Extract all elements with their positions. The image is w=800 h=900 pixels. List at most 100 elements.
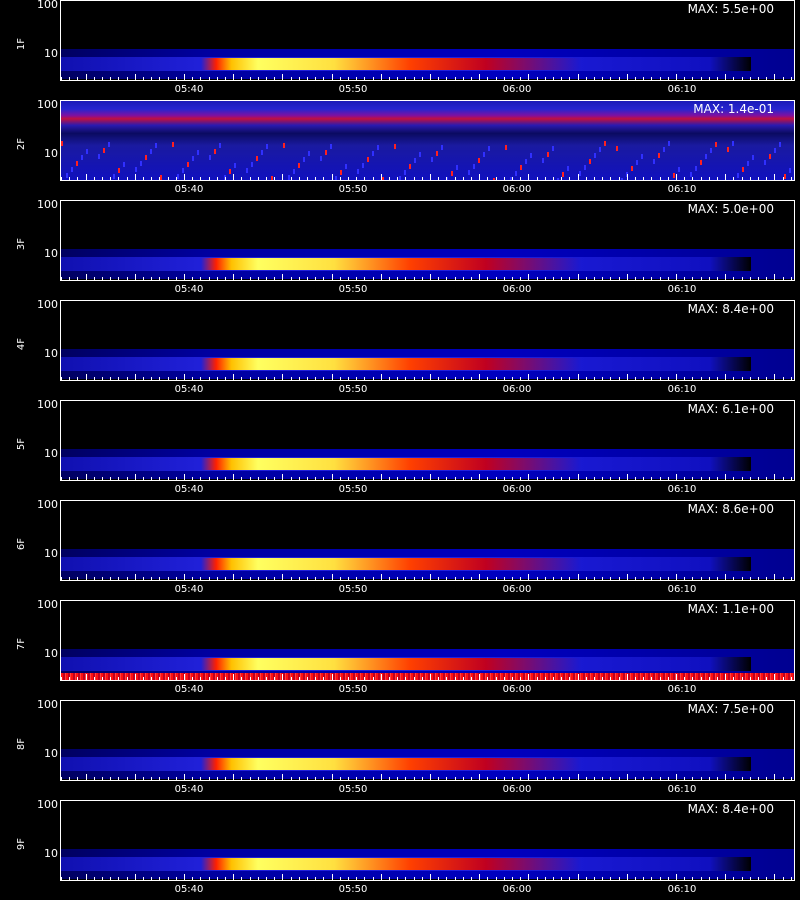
x-minor-tick [585,577,587,580]
x-minor-tick [126,277,128,280]
noise-speck [66,173,68,178]
x-minor-tick [766,477,768,480]
x-minor-tick [61,77,62,80]
x-minor-tick [430,274,431,280]
max-label: MAX: 1.1e+00 [687,602,774,616]
x-minor-tick [717,77,718,80]
x-minor-tick [692,177,694,180]
x-minor-tick [512,677,513,680]
x-minor-tick [618,477,620,480]
x-minor-tick [553,477,554,480]
x-minor-tick [274,477,276,480]
x-minor-tick [708,177,710,180]
x-minor-tick [708,777,710,780]
spectrogram-panel: 7F 100 10 MAX: 1.1e+00 05:40 05:50 06:00 06:10 [0,598,800,700]
x-minor-tick [708,377,710,380]
x-minor-tick [282,874,284,880]
x-minor-tick [495,177,497,180]
x-minor-tick [389,877,390,880]
x-minor-tick [569,277,571,280]
x-minor-tick [454,777,456,780]
x-minor-tick [602,177,604,180]
noise-speck [663,147,665,152]
x-minor-tick [610,477,612,480]
x-tick-label: 06:00 [502,484,532,495]
x-minor-tick [667,77,669,80]
x-minor-tick [758,377,759,380]
x-minor-tick [544,677,546,680]
x-minor-tick [69,177,71,180]
x-minor-tick [315,377,317,380]
x-minor-tick [233,474,235,480]
x-minor-tick [676,674,677,680]
x-minor-tick [372,77,374,80]
x-minor-tick [298,177,300,180]
x-minor-tick [413,877,415,880]
x-minor-tick [93,677,95,680]
x-minor-tick [216,677,218,680]
x-minor-tick [257,577,259,580]
spectrogram-panel: 2F 100 10 MAX: 1.4e-01 05:40 05:50 06:00 06:10 [0,98,800,200]
x-minor-tick [766,77,768,80]
x-minor-tick [372,477,374,480]
x-minor-tick [405,277,407,280]
noise-speck [769,154,771,159]
x-minor-tick [643,777,645,780]
x-minor-tick [700,177,702,180]
x-minor-tick [241,277,243,280]
x-minor-tick [397,577,399,580]
x-minor-tick [495,677,497,680]
x-minor-tick [758,777,759,780]
x-minor-tick [315,277,317,280]
x-minor-tick [61,277,62,280]
x-minor-tick [151,577,153,580]
x-minor-tick [331,874,333,880]
x-minor-tick [323,177,325,180]
x-minor-tick [561,77,563,80]
x-minor-tick [257,877,259,880]
x-minor-tick [626,374,628,380]
x-minor-tick [594,777,595,780]
plot-area: MAX: 1.4e-01 [60,100,795,181]
x-minor-tick [69,677,71,680]
x-minor-tick [741,677,743,680]
x-minor-tick [126,177,128,180]
x-tick-label: 05:50 [338,584,368,595]
x-minor-tick [430,374,431,380]
x-minor-tick [274,877,276,880]
x-tick-label: 06:00 [502,784,532,795]
x-minor-tick [216,277,218,280]
noise-speck [177,174,179,179]
x-minor-tick [61,577,62,580]
x-minor-tick [635,477,636,480]
x-minor-tick [266,477,267,480]
x-minor-tick [290,477,292,480]
x-minor-tick [200,577,202,580]
x-minor-tick [274,177,276,180]
burst-core [201,858,581,870]
y-tick-label: 10 [44,147,58,160]
x-minor-tick [643,877,645,880]
x-minor-tick [233,674,235,680]
x-tick-label: 05:50 [338,684,368,695]
x-minor-tick [438,877,440,880]
x-minor-tick [774,674,776,680]
x-minor-tick [323,677,325,680]
x-minor-tick [503,177,505,180]
max-label: MAX: 8.4e+00 [687,302,774,316]
x-minor-tick [413,477,415,480]
x-minor-tick [167,677,169,680]
x-minor-tick [249,877,251,880]
x-tick-label: 06:10 [667,784,697,795]
noise-speck [229,169,231,174]
x-minor-tick [618,77,620,80]
x-minor-tick [749,377,751,380]
x-minor-tick [93,377,95,380]
x-minor-tick [225,377,226,380]
noise-speck [330,144,332,149]
x-minor-tick [421,877,423,880]
x-minor-tick [766,777,768,780]
x-minor-tick [389,577,390,580]
x-minor-tick [208,177,210,180]
x-minor-tick [184,274,185,280]
